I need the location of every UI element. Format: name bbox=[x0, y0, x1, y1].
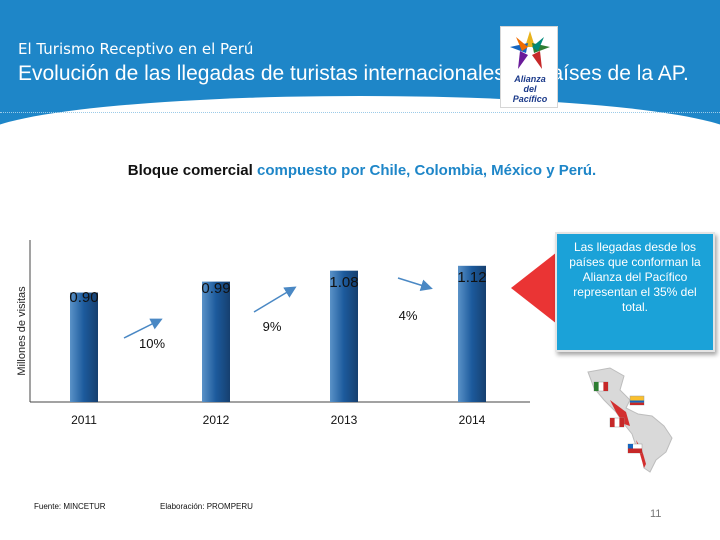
subheading-part2: compuesto por Chile, Colombia, México y … bbox=[256, 162, 597, 179]
chart-subheading: Bloque comercial compuesto por Chile, Co… bbox=[82, 160, 642, 181]
value-label: 1.12 bbox=[457, 269, 486, 286]
x-tick-label: 2011 bbox=[71, 413, 97, 427]
bar-2011 bbox=[70, 292, 98, 402]
source-note: Fuente: MINCETUR bbox=[34, 502, 106, 511]
americas-map-with-flags-icon bbox=[587, 367, 673, 473]
logo-flower-icon bbox=[510, 31, 550, 69]
bar-2012 bbox=[202, 281, 230, 402]
bar-2013 bbox=[330, 270, 358, 402]
callout-arrow bbox=[511, 252, 557, 324]
bar-chart: Millones de visitas 2011 0.90 2012 0.99 2013 1… bbox=[16, 240, 530, 427]
page-number: 11 bbox=[650, 508, 662, 520]
subheading-part1: Bloque comercial bbox=[127, 162, 257, 179]
value-label: 0.99 bbox=[201, 280, 230, 297]
growth-arrow bbox=[253, 286, 297, 313]
logo-text-line2: del bbox=[523, 84, 537, 94]
header-dotted-line bbox=[0, 112, 720, 114]
growth-arrow bbox=[123, 318, 163, 339]
header-subtitle: El Turismo Receptivo en el Perú bbox=[18, 40, 254, 58]
value-label: 1.08 bbox=[329, 274, 358, 291]
growth-label: 9% bbox=[263, 319, 282, 334]
x-tick-label: 2012 bbox=[203, 413, 230, 427]
logo-text-line1: Alianza bbox=[514, 74, 546, 84]
x-tick-label: 2014 bbox=[459, 413, 486, 427]
page-title: Evolución de las llegadas de turistas in… bbox=[18, 62, 689, 85]
growth-arrow bbox=[397, 277, 433, 292]
x-tick-label: 2013 bbox=[331, 413, 358, 427]
alianza-pacifico-logo: Alianza del Pacífico bbox=[500, 26, 558, 108]
growth-label: 10% bbox=[139, 336, 165, 351]
header-banner: El Turismo Receptivo en el Perú Evolució… bbox=[0, 0, 720, 128]
growth-label: 4% bbox=[399, 308, 418, 323]
y-axis-label: Millones de visitas bbox=[16, 286, 28, 376]
logo-text-line3: Pacífico bbox=[512, 94, 548, 104]
elaboration-note: Elaboración: PROMPERU bbox=[160, 502, 253, 511]
callout-box: Las llegadas desde los países que confor… bbox=[555, 232, 715, 352]
value-label: 0.90 bbox=[69, 289, 98, 306]
bar-2014 bbox=[458, 265, 486, 402]
